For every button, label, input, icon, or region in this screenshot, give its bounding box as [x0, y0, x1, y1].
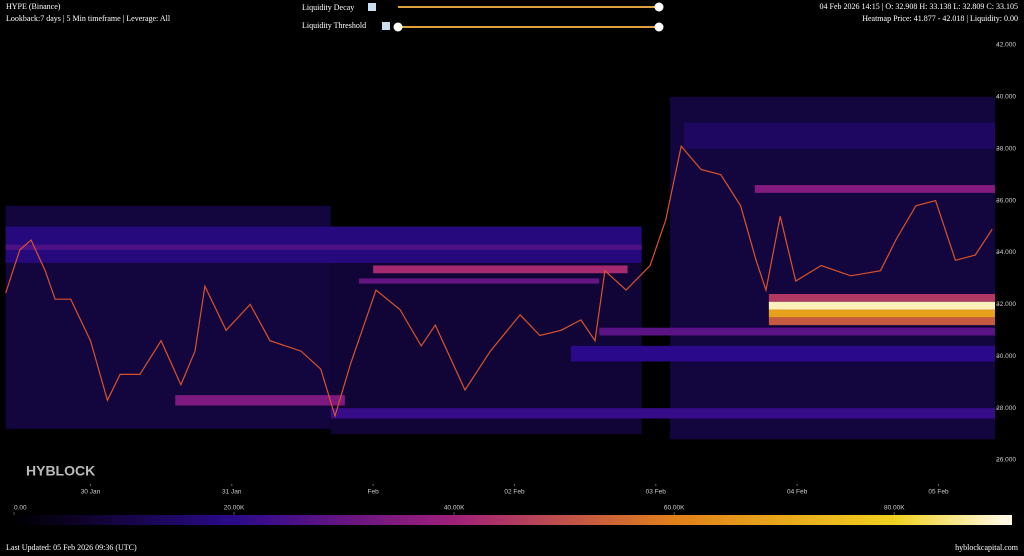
heatmap-info: Heatmap Price: 41.877 - 42.018 | Liquidi…: [862, 14, 1018, 23]
heat-band: [175, 395, 345, 406]
heat-band: [358, 278, 600, 284]
colorbar-tick-label: 40.00K: [444, 505, 465, 512]
plot-area: [5, 96, 995, 440]
y-tick-label: 26.000: [996, 457, 1016, 464]
heat-band: [768, 317, 995, 326]
slider-knob[interactable]: [654, 2, 664, 12]
heat-band: [373, 265, 628, 274]
footer-right: hyblockcapital.com: [955, 543, 1019, 552]
colorbar-tick-label: 60.00K: [664, 505, 685, 512]
colorbar-tick-label: 80.00K: [884, 505, 905, 512]
y-tick-label: 32.000: [996, 301, 1016, 308]
heat-band: [330, 408, 995, 419]
x-tick-label: 31 Jan: [222, 489, 242, 496]
ohlc-info: 04 Feb 2026 14:15 | O: 32.908 H: 33.138 …: [820, 2, 1019, 11]
colorbar-tick-label: 20.00K: [224, 505, 245, 512]
heat-band: [684, 122, 995, 149]
price-line: [5, 144, 993, 418]
colorbar: [14, 515, 1012, 525]
heat-band: [570, 345, 995, 362]
chart-subtitle: Lookback:7 days | 5 Min timeframe | Leve…: [6, 14, 171, 23]
x-tick-label: Feb: [368, 489, 380, 496]
heat-band: [768, 309, 995, 318]
heat-band: [754, 185, 995, 193]
y-tick-label: 34.000: [996, 249, 1016, 256]
heat-band: [5, 244, 642, 250]
slider-knob[interactable]: [393, 22, 403, 32]
chart-title: HYPE (Binance): [6, 2, 61, 11]
y-tick-label: 36.000: [996, 197, 1016, 204]
control-label: Liquidity Decay: [302, 3, 354, 12]
x-tick-label: 05 Feb: [928, 489, 949, 496]
x-tick-label: 30 Jan: [81, 489, 101, 496]
heat-band: [599, 327, 995, 336]
control-label: Liquidity Threshold: [302, 21, 366, 30]
y-tick-label: 30.000: [996, 353, 1016, 360]
control-icon: [368, 3, 376, 11]
y-tick-label: 38.000: [996, 145, 1016, 152]
y-tick-label: 40.000: [996, 94, 1016, 101]
watermark: HYBLOCK: [26, 463, 95, 479]
x-tick-label: 03 Feb: [646, 489, 667, 496]
control-icon: [382, 22, 390, 30]
heat-band: [669, 96, 995, 440]
heat-band: [768, 301, 995, 310]
y-tick-label: 42.000: [996, 42, 1016, 49]
slider-knob[interactable]: [654, 22, 664, 32]
colorbar-tick-label: 0.00: [14, 505, 27, 512]
footer-left: Last Updated: 05 Feb 2026 09:36 (UTC): [6, 543, 137, 552]
heat-band: [768, 294, 995, 302]
x-tick-label: 04 Feb: [787, 489, 808, 496]
y-tick-label: 28.000: [996, 405, 1016, 412]
x-tick-label: 02 Feb: [504, 489, 525, 496]
